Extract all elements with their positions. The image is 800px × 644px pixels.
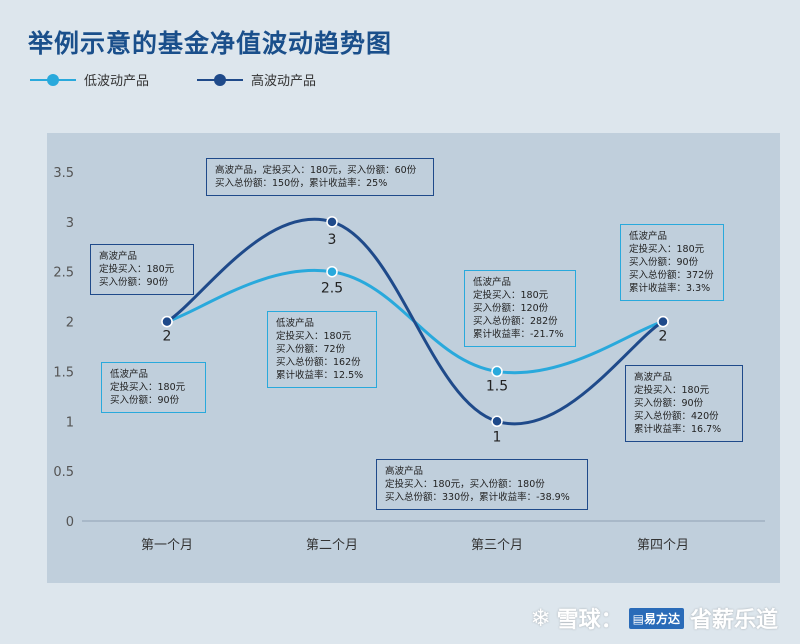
data-label-high: 3: [328, 232, 337, 248]
y-tick-label: 1.5: [53, 365, 74, 380]
y-tick-label: 0: [66, 515, 74, 530]
annotation-line: 累计收益率：-21.7%: [473, 329, 564, 340]
watermark-author: 省薪乐道: [689, 608, 778, 633]
data-label-high: 1: [493, 429, 502, 445]
data-label-low: 2.5: [321, 281, 343, 297]
x-tick-label: 第一个月: [141, 538, 193, 553]
annotation-low-month2: 低波产品定投买入：180元 买入份额：72份买入总份额：162份 累计收益率：12.…: [267, 311, 377, 388]
annotation-line: 买入份额：120份: [473, 303, 549, 314]
annotation-line: 买入份额：90份: [629, 257, 699, 268]
annotation-line: 定投买入：180元，买入份额：180份: [385, 479, 545, 490]
watermark-platform: 雪球：: [556, 608, 623, 633]
y-tick-label: 2: [66, 316, 74, 331]
legend-label-low: 低波动产品: [84, 74, 150, 89]
annotation-line: 买入份额：72份: [276, 344, 346, 355]
watermark: ❄ 雪球： ▤易方达 省薪乐道: [531, 602, 778, 634]
annotation-line: 买入份额：90份: [99, 277, 169, 288]
data-point-high: [491, 415, 503, 428]
annotation-line: 高波产品: [634, 372, 673, 383]
annotation-high-month1: 高波产品定投买入：180元 买入份额：90份: [90, 244, 194, 295]
y-tick-label: 3: [66, 216, 74, 231]
legend-item-low: 低波动产品: [30, 70, 149, 89]
annotation-line: 低波产品: [473, 277, 512, 288]
annotation-line: 买入份额：90份: [634, 398, 704, 409]
annotation-line: 低波产品: [629, 231, 668, 242]
annotation-low-month4: 低波产品定投买入：180元 买入份额：90份买入总份额：372份 累计收益率：3.3…: [620, 224, 724, 301]
annotation-line: 高波产品: [99, 251, 138, 262]
legend-label-high: 高波动产品: [251, 74, 317, 89]
data-label-low: 1.5: [486, 378, 508, 394]
annotation-line: 定投买入：180元: [473, 290, 549, 301]
x-tick-label: 第四个月: [637, 538, 689, 553]
annotation-line: 买入总份额：282份: [473, 316, 558, 327]
annotation-line: 买入总份额：162份: [276, 357, 361, 368]
watermark-badge: ▤易方达: [628, 607, 684, 629]
legend-swatch-low: [30, 73, 76, 86]
annotation-line: 买入总份额：150份，累计收益率：25%: [215, 178, 388, 189]
annotation-line: 定投买入：180元: [629, 244, 705, 255]
annotation-line: 低波产品: [276, 318, 315, 329]
annotation-line: 低波产品: [110, 369, 149, 380]
legend-item-high: 高波动产品: [197, 70, 316, 89]
y-tick-label: 0.5: [53, 465, 74, 480]
page-title: 举例示意的基金净值波动趋势图: [28, 29, 393, 58]
annotation-line: 买入份额：90份: [110, 395, 180, 406]
data-label-high: 2: [659, 329, 668, 345]
x-tick-label: 第二个月: [306, 538, 358, 553]
y-tick-label: 2.5: [53, 266, 74, 281]
data-point-low: [326, 265, 338, 278]
data-point-high: [326, 216, 338, 228]
annotation-line: 高波产品，定投买入：180元，买入份额：60份: [215, 165, 417, 176]
annotation-line: 累计收益率：12.5%: [276, 370, 364, 381]
annotation-line: 定投买入：180元: [110, 382, 186, 393]
series-line-high: [166, 217, 664, 426]
annotation-low-month3: 低波产品定投买入：180元 买入份额：120份 买入总份额：282份 累计收益率：-2…: [464, 270, 576, 347]
annotation-line: 定投买入：180元: [634, 385, 710, 396]
annotation-line: 买入总份额：420份: [634, 411, 719, 422]
annotation-high-month3: 高波产品定投买入：180元，买入份额：180份买入总份额：330份，累计收益率：…: [376, 459, 588, 510]
annotation-high-month4: 高波产品定投买入：180元 买入份额：90份买入总份额：420份 累计收益率：16.…: [625, 365, 743, 442]
annotation-low-month1: 低波产品定投买入：180元 买入份额：90份: [101, 362, 206, 413]
x-tick-label: 第三个月: [471, 538, 523, 553]
annotation-line: 定投买入：180元: [276, 331, 352, 342]
annotation-line: 定投买入：180元: [99, 264, 175, 275]
data-point-high: [161, 315, 173, 328]
data-point-high: [657, 315, 669, 328]
y-tick-label: 1: [66, 415, 74, 430]
data-point-low: [491, 365, 503, 378]
legend-swatch-high: [197, 73, 243, 86]
annotation-high-month2: 高波产品，定投买入：180元，买入份额：60份 买入总份额：150份，累计收益率：…: [206, 158, 434, 196]
annotation-line: 买入总份额：372份: [629, 270, 714, 281]
y-tick-label: 3.5: [53, 166, 74, 181]
annotation-line: 高波产品: [385, 466, 424, 477]
annotation-line: 累计收益率：16.7%: [634, 424, 722, 435]
snowball-icon: ❄: [530, 604, 551, 632]
annotation-line: 累计收益率：3.3%: [629, 283, 711, 294]
data-label-high: 2: [163, 329, 172, 345]
annotation-line: 买入总份额：330份，累计收益率：-38.9%: [385, 492, 570, 503]
